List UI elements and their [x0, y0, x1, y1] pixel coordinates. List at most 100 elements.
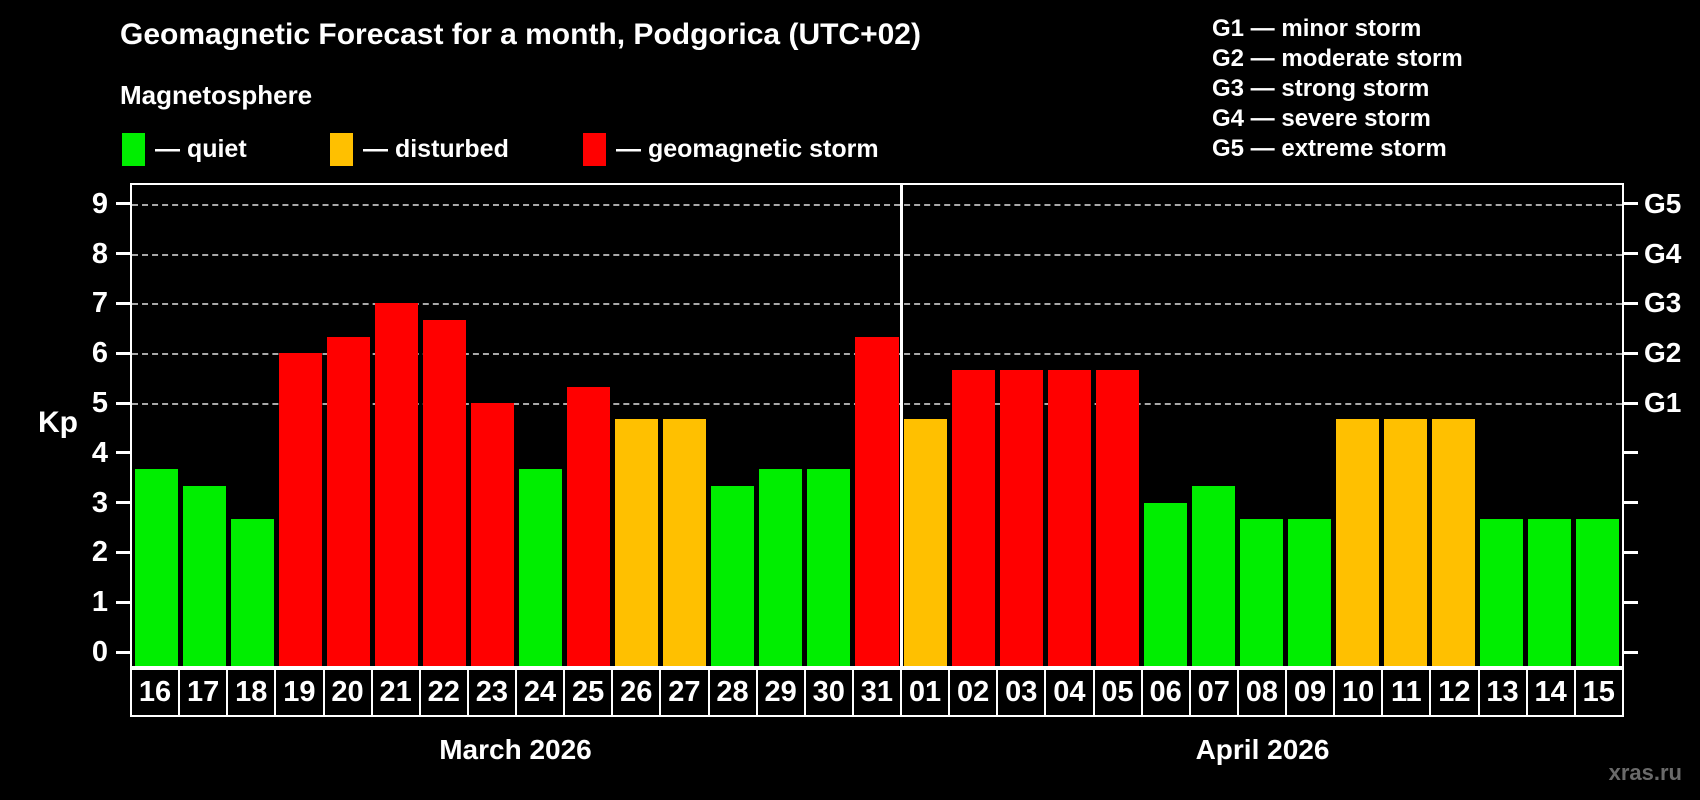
y-axis-label: 2 — [91, 536, 108, 569]
plot-area — [130, 183, 1624, 668]
right-axis-tick — [1624, 501, 1638, 505]
day-label: 19 — [276, 668, 325, 717]
day-label: 05 — [1094, 668, 1143, 717]
g-level-gridline — [132, 253, 1622, 256]
kp-bar-17 — [182, 486, 226, 666]
legend-label-disturbed: — disturbed — [363, 135, 509, 163]
y-axis-label: 7 — [91, 287, 108, 320]
disturbed-color-swatch — [330, 133, 353, 166]
g-scale-legend-line: G1 — minor storm — [1212, 15, 1422, 42]
legend-item-disturbed: — disturbed — [330, 133, 509, 166]
day-label: 04 — [1046, 668, 1095, 717]
day-label: 16 — [130, 668, 181, 717]
y-axis-tick — [116, 451, 130, 455]
right-axis-tick — [1624, 252, 1638, 256]
kp-bar-19 — [278, 353, 322, 666]
kp-bar-02 — [951, 369, 995, 666]
kp-bar-06 — [1143, 502, 1187, 666]
legend-item-storm: — geomagnetic storm — [583, 133, 879, 166]
kp-bar-03 — [999, 369, 1043, 666]
y-axis-title: Kp — [38, 406, 78, 439]
right-axis-tick — [1624, 650, 1638, 654]
kp-bar-27 — [663, 419, 707, 666]
kp-bar-10 — [1336, 419, 1380, 666]
day-label: 03 — [998, 668, 1047, 717]
right-axis-tick — [1624, 401, 1638, 405]
y-axis-tick — [116, 501, 130, 505]
y-axis-tick — [116, 401, 130, 405]
quiet-color-swatch — [122, 133, 145, 166]
day-label: 08 — [1238, 668, 1287, 717]
kp-bar-09 — [1288, 519, 1332, 666]
y-axis-label: 9 — [91, 187, 108, 220]
right-axis-tick — [1624, 351, 1638, 355]
kp-bar-08 — [1239, 519, 1284, 666]
day-label: 15 — [1575, 668, 1624, 717]
y-axis-label: 0 — [91, 636, 108, 668]
day-axis-row: 16 17 18 19 20 21 22 23 24 25 26 27 28 29 30 31 01 02 03 04… — [130, 668, 1624, 717]
day-label: 10 — [1335, 668, 1384, 717]
kp-bar-22 — [422, 319, 466, 666]
month-label-april: April 2026 — [1195, 734, 1330, 765]
right-axis-tick — [1624, 301, 1638, 305]
day-label: 02 — [950, 668, 999, 717]
y-axis-label: 4 — [91, 436, 108, 469]
watermark: xras.ru — [1608, 760, 1682, 785]
kp-bar-04 — [1047, 369, 1091, 666]
g-level-label: G3 — [1644, 287, 1682, 319]
y-axis-label: 5 — [91, 387, 108, 420]
kp-bar-30 — [807, 469, 851, 666]
day-label: 23 — [468, 668, 517, 717]
kp-bar-14 — [1528, 519, 1572, 666]
kp-bar-31 — [855, 336, 899, 666]
g-scale-legend-line: G2 — moderate storm — [1212, 45, 1463, 72]
y-axis-label: 3 — [91, 486, 108, 519]
g-scale-legend-line: G3 — strong storm — [1212, 75, 1430, 102]
magnetosphere-label: Magnetosphere — [120, 80, 313, 110]
day-label: 26 — [613, 668, 662, 717]
day-label: 21 — [372, 668, 421, 717]
day-label: 11 — [1383, 668, 1432, 717]
kp-bar-15 — [1576, 519, 1620, 666]
day-label: 28 — [709, 668, 758, 717]
kp-bar-05 — [1095, 369, 1139, 666]
g-scale-legend-line: G4 — severe storm — [1212, 105, 1431, 132]
kp-bar-13 — [1480, 519, 1524, 666]
day-label: 09 — [1287, 668, 1336, 717]
day-label: 12 — [1431, 668, 1480, 717]
g-scale-legend-line: G5 — extreme storm — [1212, 135, 1447, 162]
right-axis-tick — [1624, 600, 1638, 604]
kp-bar-25 — [567, 386, 611, 666]
kp-bar-20 — [326, 336, 370, 666]
kp-bar-01 — [903, 419, 947, 666]
kp-bar-12 — [1432, 419, 1476, 666]
g-level-gridline — [132, 303, 1622, 306]
kp-bar-29 — [759, 469, 803, 666]
day-label: 22 — [420, 668, 469, 717]
day-label: 01 — [902, 668, 951, 717]
kp-bar-07 — [1191, 486, 1235, 666]
day-label: 24 — [517, 668, 566, 717]
y-axis-tick — [116, 650, 130, 654]
g-level-gridline — [132, 203, 1622, 206]
y-axis-tick — [116, 351, 130, 355]
day-label: 30 — [805, 668, 854, 717]
kp-bar-24 — [519, 469, 563, 666]
month-label-march: March 2026 — [439, 734, 592, 765]
legend-label-quiet: — quiet — [155, 135, 247, 163]
g-level-label: G1 — [1644, 387, 1682, 419]
right-axis-tick — [1624, 550, 1638, 554]
day-label: 25 — [565, 668, 614, 717]
kp-bar-11 — [1384, 419, 1428, 666]
day-label: 13 — [1479, 668, 1528, 717]
y-axis-label: 6 — [91, 337, 108, 370]
y-axis-label: 1 — [91, 586, 108, 619]
chart-title: Geomagnetic Forecast for a month, Podgor… — [120, 18, 921, 51]
kp-bar-16 — [134, 469, 178, 666]
legend-label-storm: — geomagnetic storm — [616, 135, 879, 163]
day-label: 18 — [228, 668, 277, 717]
month-separator — [899, 185, 903, 666]
y-axis-tick — [116, 550, 130, 554]
right-axis-tick — [1624, 202, 1638, 206]
